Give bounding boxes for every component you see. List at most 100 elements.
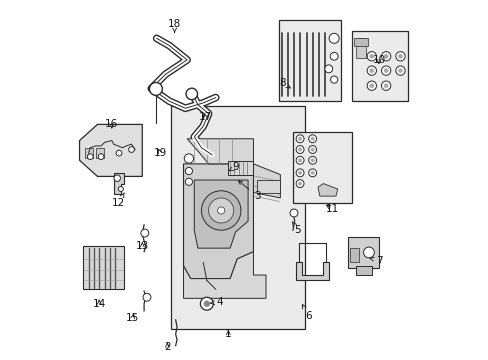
Bar — [355, 266, 371, 275]
Bar — [96, 148, 103, 158]
Bar — [278, 21, 341, 101]
Polygon shape — [187, 139, 253, 164]
Circle shape — [142, 293, 151, 301]
Circle shape — [298, 137, 301, 140]
Circle shape — [185, 167, 192, 175]
Text: 14: 14 — [92, 299, 106, 309]
Text: 2: 2 — [164, 342, 170, 352]
Circle shape — [114, 175, 120, 181]
Circle shape — [298, 148, 301, 151]
Bar — [85, 148, 93, 158]
Circle shape — [118, 186, 123, 192]
Text: 12: 12 — [111, 193, 124, 208]
Text: 8: 8 — [279, 78, 290, 88]
Circle shape — [308, 135, 316, 143]
Circle shape — [128, 147, 134, 152]
Polygon shape — [113, 173, 124, 194]
Bar — [83, 246, 124, 289]
Text: 9: 9 — [229, 162, 238, 172]
Bar — [355, 39, 365, 58]
Text: 6: 6 — [302, 305, 312, 321]
Circle shape — [381, 51, 390, 61]
Bar — [257, 180, 280, 193]
Circle shape — [298, 171, 301, 175]
Circle shape — [395, 66, 405, 75]
Circle shape — [310, 158, 314, 162]
Circle shape — [330, 76, 337, 83]
Circle shape — [200, 297, 213, 310]
Circle shape — [296, 169, 304, 177]
Text: 15: 15 — [126, 313, 139, 323]
Circle shape — [398, 54, 402, 58]
Circle shape — [395, 51, 405, 61]
Circle shape — [296, 180, 304, 188]
Circle shape — [141, 229, 148, 237]
Circle shape — [366, 66, 376, 75]
Bar — [351, 31, 407, 101]
Text: 5: 5 — [292, 222, 300, 235]
Polygon shape — [80, 125, 142, 176]
Text: 16: 16 — [105, 120, 118, 129]
Text: 7: 7 — [369, 256, 382, 266]
Circle shape — [203, 301, 209, 307]
Circle shape — [208, 198, 233, 223]
Circle shape — [185, 178, 192, 185]
Circle shape — [398, 68, 402, 73]
Polygon shape — [183, 164, 253, 279]
Text: 11: 11 — [325, 204, 338, 214]
Text: 10: 10 — [372, 55, 385, 65]
Circle shape — [201, 191, 241, 230]
Circle shape — [366, 51, 376, 61]
Circle shape — [296, 135, 304, 143]
Text: 3: 3 — [238, 181, 260, 201]
Circle shape — [369, 54, 373, 58]
Bar — [349, 248, 359, 262]
Circle shape — [328, 33, 339, 43]
Text: 1: 1 — [224, 329, 231, 339]
Circle shape — [184, 154, 193, 163]
Circle shape — [381, 66, 390, 75]
Circle shape — [383, 68, 387, 73]
Circle shape — [87, 154, 93, 159]
Circle shape — [308, 156, 316, 164]
Circle shape — [308, 145, 316, 153]
Polygon shape — [194, 180, 247, 248]
Circle shape — [116, 150, 122, 156]
Text: 18: 18 — [167, 19, 181, 32]
Circle shape — [217, 207, 224, 214]
Circle shape — [383, 54, 387, 58]
Circle shape — [383, 84, 387, 88]
Bar — [348, 237, 378, 268]
Circle shape — [310, 137, 314, 140]
Circle shape — [363, 247, 373, 258]
Circle shape — [369, 84, 373, 88]
Polygon shape — [183, 252, 265, 298]
Text: 17: 17 — [198, 112, 211, 122]
Circle shape — [366, 81, 376, 90]
Circle shape — [310, 171, 314, 175]
Circle shape — [298, 158, 301, 162]
Polygon shape — [317, 184, 337, 196]
Circle shape — [308, 169, 316, 177]
Circle shape — [289, 209, 297, 217]
Polygon shape — [253, 164, 280, 198]
Bar — [353, 39, 367, 45]
Text: 4: 4 — [210, 297, 222, 307]
Bar — [171, 107, 305, 329]
Circle shape — [310, 148, 314, 151]
Circle shape — [296, 156, 304, 164]
Polygon shape — [296, 262, 328, 280]
Circle shape — [149, 82, 162, 95]
Text: 19: 19 — [153, 148, 166, 158]
Circle shape — [369, 68, 373, 73]
Circle shape — [296, 145, 304, 153]
Circle shape — [329, 52, 337, 60]
Circle shape — [381, 81, 390, 90]
Text: 13: 13 — [135, 241, 149, 251]
Circle shape — [98, 154, 104, 159]
Circle shape — [185, 88, 197, 100]
Circle shape — [324, 65, 332, 73]
Bar — [228, 161, 253, 175]
Bar — [292, 132, 351, 203]
Circle shape — [298, 182, 301, 185]
